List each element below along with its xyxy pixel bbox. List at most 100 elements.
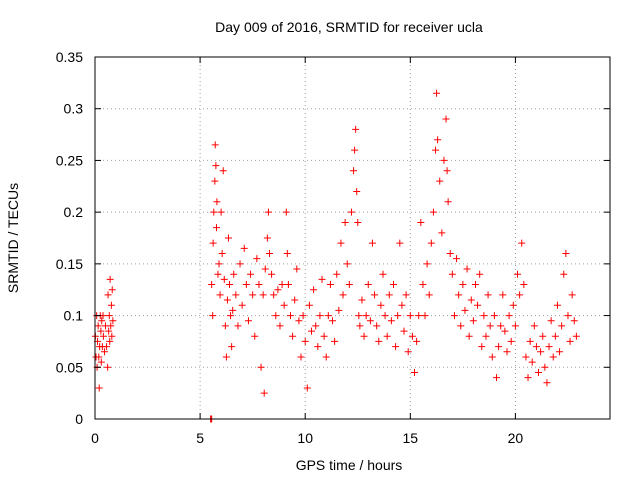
data-point <box>335 306 343 314</box>
data-point <box>99 332 107 340</box>
data-point <box>408 332 416 340</box>
data-point <box>547 317 555 325</box>
data-point <box>474 301 482 309</box>
y-tick-label: 0.15 <box>56 256 83 272</box>
data-point <box>434 136 442 144</box>
data-point <box>260 389 268 397</box>
data-point <box>411 368 419 376</box>
data-point <box>541 363 549 371</box>
data-point <box>210 208 218 216</box>
x-tick-label: 0 <box>91 430 99 446</box>
data-point <box>360 332 368 340</box>
data-point <box>244 317 252 325</box>
y-tick-label: 0.05 <box>56 359 83 375</box>
data-point <box>220 275 228 283</box>
data-point <box>314 343 322 351</box>
data-point <box>238 301 246 309</box>
data-point <box>347 208 355 216</box>
data-point <box>303 384 311 392</box>
data-point <box>457 322 465 330</box>
data-point <box>490 312 498 320</box>
data-point <box>276 322 284 330</box>
data-point <box>318 275 326 283</box>
data-point <box>94 322 102 330</box>
data-point <box>324 312 332 320</box>
data-point <box>488 353 496 361</box>
data-point <box>570 317 578 325</box>
data-point <box>564 312 572 320</box>
data-point <box>503 348 511 356</box>
data-point <box>326 281 334 289</box>
data-point <box>549 353 557 361</box>
data-point <box>442 115 450 123</box>
data-point <box>278 281 286 289</box>
data-point <box>417 218 425 226</box>
data-point <box>234 322 242 330</box>
data-point <box>333 270 341 278</box>
data-point <box>305 301 313 309</box>
data-point <box>524 374 532 382</box>
data-point <box>218 250 226 258</box>
data-point <box>478 343 486 351</box>
data-point <box>104 363 112 371</box>
data-point <box>95 384 103 392</box>
data-point <box>450 312 458 320</box>
data-point <box>545 343 553 351</box>
data-point <box>283 250 291 258</box>
data-point <box>355 312 363 320</box>
data-point <box>507 337 515 345</box>
data-point <box>228 343 236 351</box>
data-point <box>106 275 114 283</box>
data-point <box>343 260 351 268</box>
data-point <box>107 301 115 309</box>
data-point <box>219 167 227 175</box>
data-point <box>400 327 408 335</box>
data-point <box>212 224 220 232</box>
data-point <box>465 332 473 340</box>
data-point <box>448 270 456 278</box>
data-point <box>471 281 479 289</box>
data-point <box>438 229 446 237</box>
data-point <box>446 250 454 258</box>
data-point <box>495 343 503 351</box>
data-point <box>532 343 540 351</box>
data-point <box>98 317 106 325</box>
data-point <box>539 332 547 340</box>
data-point <box>270 291 278 299</box>
data-point <box>291 296 299 304</box>
data-point <box>97 327 105 335</box>
data-point <box>312 322 320 330</box>
data-point <box>223 296 231 304</box>
y-tick-label: 0.25 <box>56 152 83 168</box>
y-tick-label: 0 <box>75 411 83 427</box>
data-point <box>562 250 570 258</box>
data-point <box>427 239 435 247</box>
data-point <box>373 322 381 330</box>
data-point <box>364 281 372 289</box>
x-tick-label: 5 <box>196 430 204 446</box>
data-point <box>558 322 566 330</box>
y-tick-label: 0.1 <box>64 308 84 324</box>
data-point <box>396 239 404 247</box>
data-point <box>240 244 248 252</box>
data-point <box>379 270 387 278</box>
data-point <box>385 291 393 299</box>
data-point <box>222 353 230 361</box>
data-point <box>423 260 431 268</box>
data-point <box>476 270 484 278</box>
data-point <box>224 234 232 242</box>
data-point <box>274 286 282 294</box>
data-point <box>509 301 517 309</box>
data-point <box>528 358 536 366</box>
data-point <box>100 348 108 356</box>
data-point <box>353 187 361 195</box>
data-point <box>109 317 117 325</box>
data-point <box>209 239 217 247</box>
data-point <box>247 270 255 278</box>
data-point <box>516 291 524 299</box>
data-point <box>105 312 113 320</box>
data-point <box>358 296 366 304</box>
data-point <box>553 301 561 309</box>
data-point <box>522 353 530 361</box>
data-point <box>463 265 471 273</box>
